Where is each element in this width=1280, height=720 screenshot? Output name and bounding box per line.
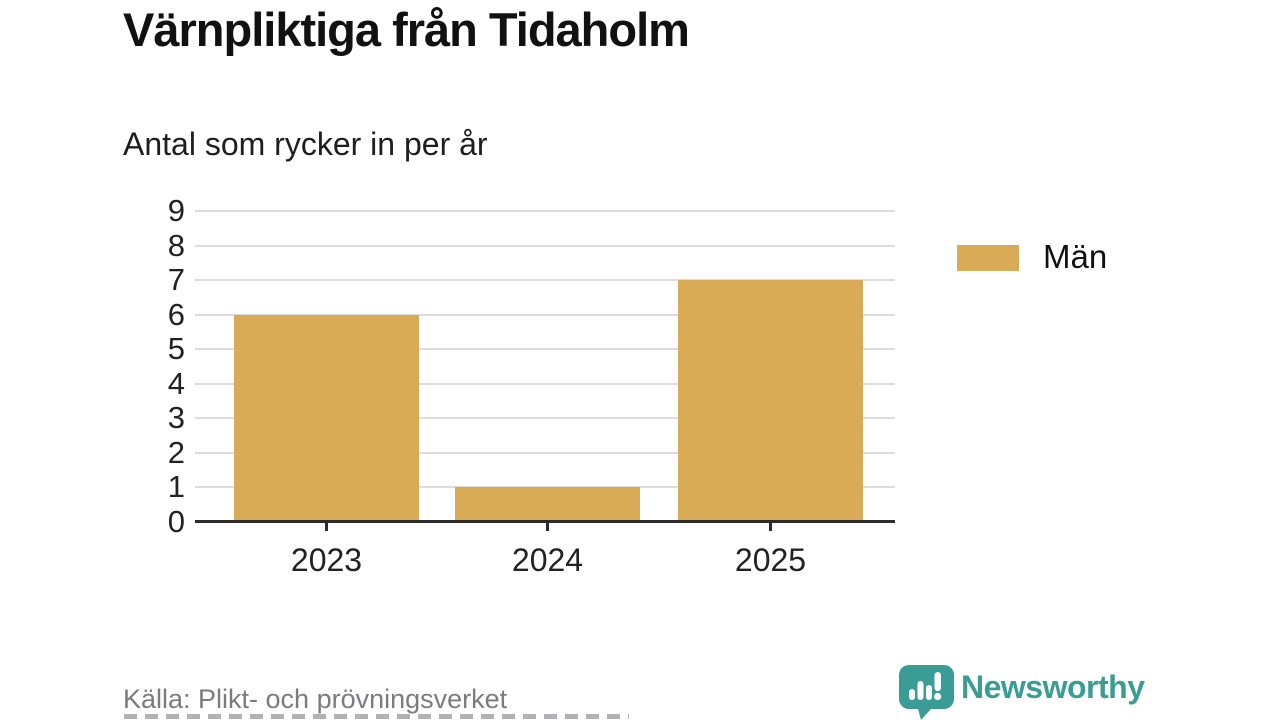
plot-area — [195, 210, 895, 523]
gridline-3 — [195, 417, 895, 420]
x-tick-label-2023: 2023 — [290, 542, 363, 578]
x-axis-line — [195, 520, 895, 523]
y-tick-label-6: 6 — [167, 296, 185, 332]
x-tick-label-2024: 2024 — [511, 542, 584, 578]
y-tick-label-9: 9 — [167, 193, 185, 228]
gridline-9 — [195, 210, 895, 212]
gridline-2 — [195, 451, 895, 454]
chart-title: Värnpliktiga från Tidaholm — [123, 3, 690, 56]
y-tick-label-8: 8 — [167, 227, 185, 263]
x-tick-label-2025: 2025 — [734, 542, 807, 578]
gridline-6 — [195, 313, 895, 316]
gridline-5 — [195, 348, 895, 351]
bar-2023 — [234, 314, 419, 522]
y-tick-label-3: 3 — [167, 400, 185, 436]
gridline-7 — [195, 279, 895, 282]
speech-bubble-bar-chart-icon — [899, 665, 954, 720]
x-tick-mark-2023 — [325, 521, 328, 531]
y-tick-label-7: 7 — [167, 262, 185, 298]
bar-2024 — [455, 487, 640, 522]
chart-subtitle: Antal som rycker in per år — [123, 126, 488, 162]
brand-name: Newsworthy — [961, 669, 1145, 705]
clipped-text-fragment — [124, 714, 629, 719]
legend-swatch-man — [957, 245, 1019, 271]
y-tick-label-2: 2 — [167, 434, 185, 470]
y-tick-label-5: 5 — [167, 331, 185, 367]
x-tick-mark-2024 — [546, 521, 549, 531]
source-note: Källa: Plikt- och prövningsverket — [123, 684, 508, 714]
gridline-4 — [195, 382, 895, 385]
x-tick-mark-2025 — [769, 521, 772, 531]
y-tick-label-4: 4 — [167, 365, 185, 401]
y-tick-label-0: 0 — [167, 504, 185, 539]
y-tick-label-1: 1 — [167, 469, 185, 505]
gridline-8 — [195, 244, 895, 247]
bar-2025 — [678, 280, 863, 522]
legend-label-man: Män — [1043, 238, 1108, 275]
